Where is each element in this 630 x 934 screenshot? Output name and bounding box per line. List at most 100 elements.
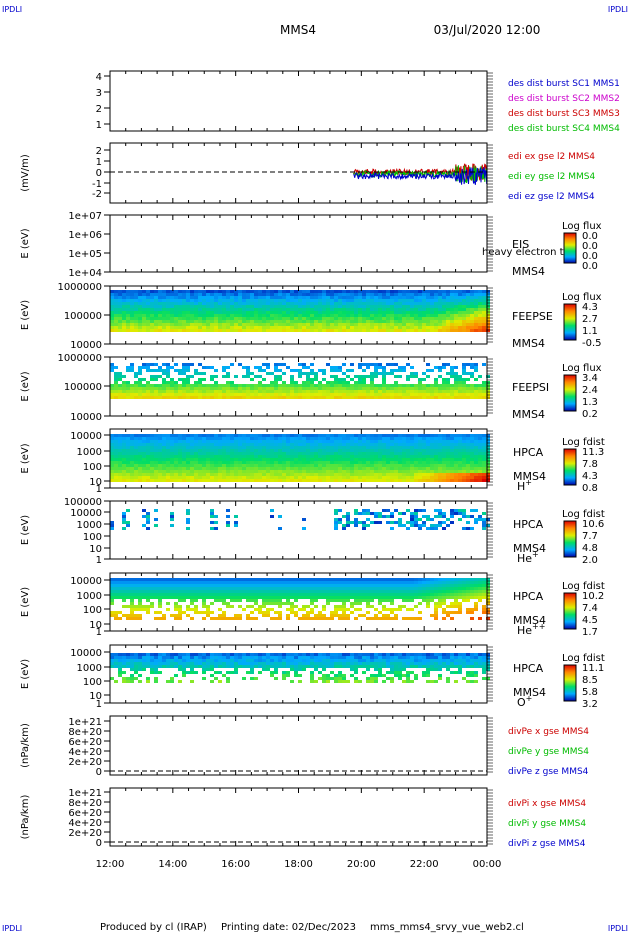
mark-3122 <box>274 440 278 443</box>
mark-1946 <box>274 378 278 381</box>
mark-2294 <box>442 366 446 369</box>
mark-1524 <box>482 329 486 332</box>
mark-2265 <box>426 375 430 378</box>
mark-694 <box>246 317 250 320</box>
mark-530 <box>198 329 202 332</box>
mark-3339 <box>326 467 330 470</box>
mark-2644 <box>154 446 158 449</box>
mark-1844 <box>222 366 226 369</box>
mark-3078 <box>262 452 266 455</box>
mark-1680 <box>142 390 146 393</box>
mark-2623 <box>146 479 150 482</box>
mark-1502 <box>478 305 482 308</box>
mark-2635 <box>150 467 154 470</box>
mark-3345 <box>330 437 334 440</box>
mark-3893 <box>466 449 470 452</box>
mark-2168 <box>378 363 382 366</box>
mark-3234 <box>302 440 306 443</box>
mark-887 <box>302 308 306 311</box>
mark-1324 <box>426 317 430 320</box>
panel-feepsi-ytick-label-1: 100000 <box>64 382 102 393</box>
mark-475 <box>186 290 190 293</box>
mark-1439 <box>458 326 462 329</box>
panel-hpca_h-ytick-label-4: 1 <box>96 484 102 495</box>
mark-1281 <box>414 314 418 317</box>
mark-834 <box>286 317 290 320</box>
mark-3305 <box>318 461 322 464</box>
mark-2525 <box>122 473 126 476</box>
mark-1678 <box>142 384 146 387</box>
mark-4497 <box>182 581 186 584</box>
mark-3509 <box>370 449 374 452</box>
mark-2598 <box>142 452 146 455</box>
mark-1016 <box>338 317 342 320</box>
mark-4164 <box>406 509 410 512</box>
mark-4641 <box>238 581 242 584</box>
mark-3043 <box>254 443 258 446</box>
mark-3370 <box>334 464 338 467</box>
mark-4180 <box>418 524 422 527</box>
mark-1620 <box>114 381 118 384</box>
mark-1996 <box>298 384 302 387</box>
mark-4535 <box>194 608 198 611</box>
mark-3646 <box>402 476 406 479</box>
mark-2305 <box>446 381 450 384</box>
mark-2376 <box>478 384 482 387</box>
mark-3589 <box>390 449 394 452</box>
mark-2571 <box>134 467 138 470</box>
mark-1727 <box>162 396 166 399</box>
mark-869 <box>298 296 302 299</box>
mark-3864 <box>458 458 462 461</box>
mark-3673 <box>410 461 414 464</box>
mark-4599 <box>222 581 226 584</box>
mark-1424 <box>454 323 458 326</box>
mark-4100 <box>270 515 274 518</box>
mark-2298 <box>442 387 446 390</box>
mark-2320 <box>454 366 458 369</box>
mark-855 <box>294 296 298 299</box>
mark-3857 <box>458 437 462 440</box>
mark-1706 <box>154 387 158 390</box>
mark-2581 <box>138 449 142 452</box>
mark-2063 <box>330 381 334 384</box>
mark-1306 <box>422 305 426 308</box>
mark-488 <box>186 329 190 332</box>
mark-2614 <box>146 452 150 455</box>
mark-4394 <box>138 617 142 620</box>
mark-1661 <box>134 387 138 390</box>
mark-4615 <box>226 593 230 596</box>
mark-4777 <box>286 602 290 605</box>
mark-3650 <box>406 440 410 443</box>
mark-2884 <box>214 446 218 449</box>
mark-3559 <box>382 455 386 458</box>
mark-1977 <box>290 375 294 378</box>
mark-258 <box>122 311 126 314</box>
mark-4391 <box>138 605 142 608</box>
mark-4212 <box>454 512 458 515</box>
mark-3286 <box>314 452 318 455</box>
mark-408 <box>166 299 170 302</box>
mark-1435 <box>458 314 462 317</box>
mark-1365 <box>438 314 442 317</box>
mark-2565 <box>134 449 138 452</box>
mark-3839 <box>450 479 454 482</box>
mark-3493 <box>366 449 370 452</box>
mark-2304 <box>446 378 450 381</box>
mark-3066 <box>258 464 262 467</box>
mark-4346 <box>122 614 126 617</box>
mark-1211 <box>394 314 398 317</box>
mark-2105 <box>350 363 354 366</box>
mark-331 <box>142 320 146 323</box>
mark-2957 <box>230 473 234 476</box>
mark-4367 <box>130 608 134 611</box>
mark-3252 <box>306 446 310 449</box>
mark-3950 <box>478 476 482 479</box>
mark-585 <box>214 326 218 329</box>
mark-4229 <box>478 515 482 518</box>
mark-2683 <box>162 467 166 470</box>
mark-2851 <box>206 443 210 446</box>
mark-800 <box>278 299 282 302</box>
mark-4537 <box>198 578 202 581</box>
mark-3863 <box>458 455 462 458</box>
mark-411 <box>166 308 170 311</box>
